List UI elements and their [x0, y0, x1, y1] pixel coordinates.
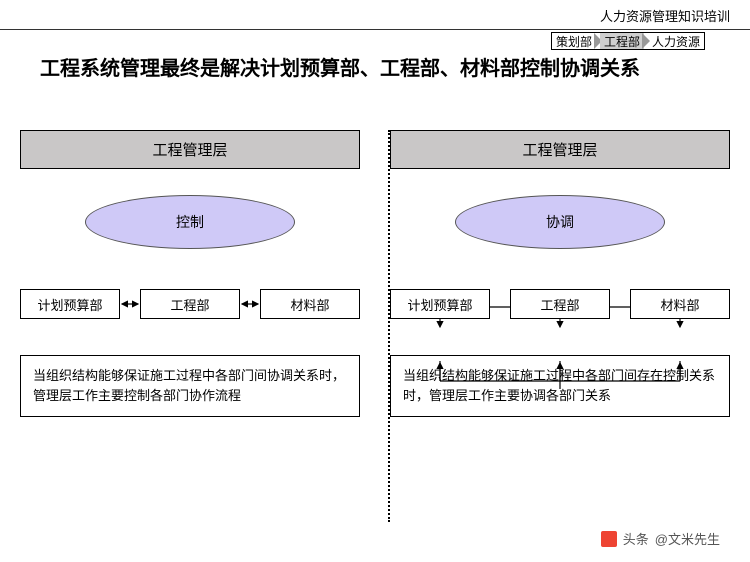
right-dept-1: 工程部	[510, 289, 610, 319]
left-dept-1: 工程部	[140, 289, 240, 319]
left-dept-0: 计划预算部	[20, 289, 120, 319]
left-dept-row: 计划预算部 工程部 材料部	[20, 289, 360, 325]
right-dept-2: 材料部	[630, 289, 730, 319]
right-ellipse: 协调	[455, 195, 665, 249]
left-dept-2: 材料部	[260, 289, 360, 319]
left-header: 工程管理层	[20, 130, 360, 169]
breadcrumb: 策划部 工程部 人力资源	[551, 32, 705, 50]
crumb-2: 人力资源	[648, 33, 704, 49]
left-desc: 当组织结构能够保证施工过程中各部门间协调关系时，管理层工作主要控制各部门协作流程	[20, 355, 360, 417]
crumb-1: 工程部	[600, 33, 644, 49]
crumb-0: 策划部	[552, 33, 596, 49]
watermark-author: @文米先生	[655, 529, 720, 548]
content: 工程管理层 控制 计划预算部 工程部 材料部 当组织结构能够保证施工过程中各部门…	[20, 130, 730, 522]
left-panel: 工程管理层 控制 计划预算部 工程部 材料部 当组织结构能够保证施工过程中各部门…	[20, 130, 360, 522]
watermark-icon	[601, 531, 617, 547]
page-title: 工程系统管理最终是解决计划预算部、工程部、材料部控制协调关系	[40, 54, 710, 84]
watermark: 头条 @文米先生	[601, 529, 720, 548]
right-panel: 工程管理层 协调	[390, 130, 730, 522]
left-ellipse: 控制	[85, 195, 295, 249]
right-dept-0: 计划预算部	[390, 289, 490, 319]
watermark-prefix: 头条	[623, 529, 649, 548]
right-header: 工程管理层	[390, 130, 730, 169]
top-title: 人力资源管理知识培训	[600, 6, 730, 25]
